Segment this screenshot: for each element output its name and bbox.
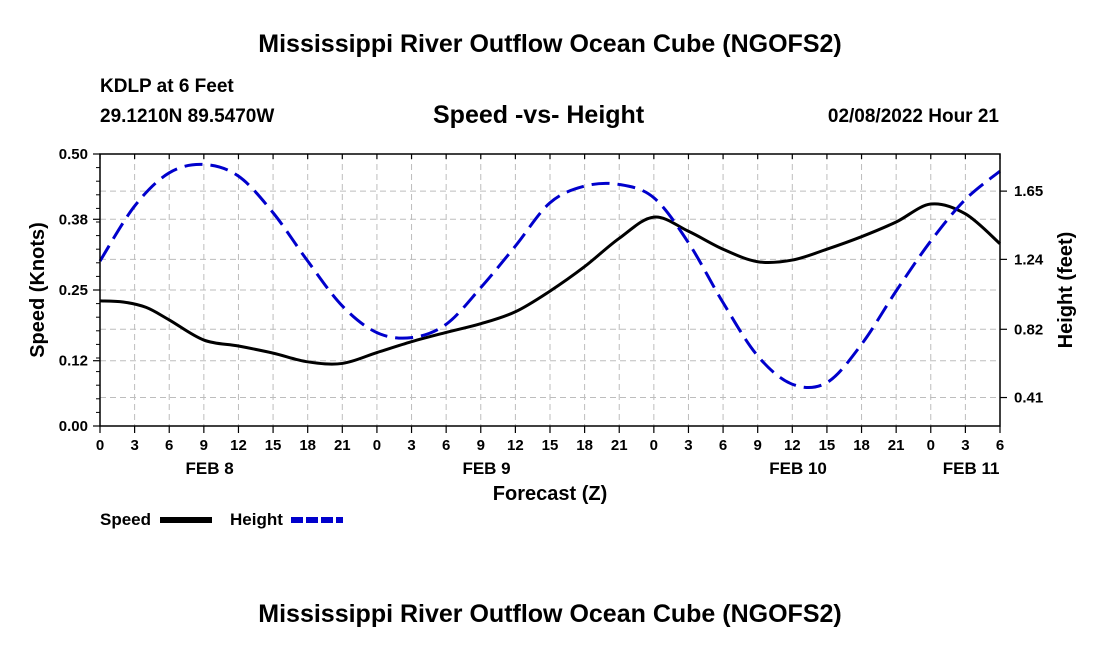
- datetime-label: 02/08/2022 Hour 21: [827, 106, 999, 127]
- y-left-tick-label: 0.50: [59, 146, 88, 163]
- chart-subtitle: Speed -vs- Height: [433, 101, 645, 129]
- x-tick-label: 18: [576, 437, 593, 454]
- y-left-tick-label: 0.25: [59, 282, 88, 299]
- x-tick-label: 0: [650, 437, 658, 454]
- coordinates-label: 29.1210N 89.5470W: [100, 106, 275, 127]
- page-footer-title: Mississippi River Outflow Ocean Cube (NG…: [258, 600, 842, 628]
- x-tick-label: 15: [265, 437, 282, 454]
- x-tick-label: 21: [888, 437, 905, 454]
- legend: Speed Height: [100, 510, 343, 529]
- x-tick-label: 15: [542, 437, 559, 454]
- x-tick-label: 12: [230, 437, 247, 454]
- page-title: Mississippi River Outflow Ocean Cube (NG…: [258, 30, 842, 58]
- station-label: KDLP at 6 Feet: [100, 76, 234, 97]
- series-height-line: [98, 162, 1001, 390]
- x-tick-label: 21: [334, 437, 351, 454]
- axis-ticks: [93, 153, 1007, 433]
- legend-label: Height: [230, 510, 283, 529]
- x-tick-label: 9: [754, 437, 762, 454]
- x-tick-label: 12: [784, 437, 801, 454]
- x-tick-label: 0: [96, 437, 104, 454]
- axis-labels: 0 3 6 9 12 15 18 21 0 3 6 9 12 15 18 21 0 3 6 9 12 15 18 21 0 3 6 0…: [27, 146, 1077, 505]
- x-tick-label: 3: [130, 437, 138, 454]
- y-right-tick-label: 1.24: [1014, 251, 1044, 268]
- x-tick-label: 9: [200, 437, 208, 454]
- y-right-tick-label: 0.41: [1014, 390, 1043, 407]
- x-tick-label: 18: [299, 437, 316, 454]
- x-tick-label: 15: [819, 437, 836, 454]
- x-tick-label: 6: [442, 437, 450, 454]
- x-tick-label: 21: [611, 437, 628, 454]
- date-label: FEB 11: [943, 459, 1000, 478]
- x-tick-label: 3: [407, 437, 415, 454]
- x-tick-label: 3: [961, 437, 969, 454]
- x-tick-label: 12: [507, 437, 524, 454]
- y-right-tick-label: 1.65: [1014, 183, 1043, 200]
- x-tick-label: 0: [373, 437, 381, 454]
- y-left-tick-label: 0.00: [59, 418, 88, 435]
- series-speed-line: [99, 202, 1001, 366]
- y-left-axis-title: Speed (Knots): [27, 222, 49, 358]
- date-label: FEB 9: [462, 459, 510, 478]
- x-axis-title: Forecast (Z): [493, 483, 607, 505]
- x-tick-label: 6: [719, 437, 727, 454]
- x-tick-label: 6: [165, 437, 173, 454]
- y-left-tick-label: 0.12: [59, 353, 88, 370]
- y-left-tick-label: 0.38: [59, 211, 88, 228]
- date-label: FEB 10: [769, 459, 827, 478]
- date-label: FEB 8: [186, 459, 234, 478]
- y-right-axis-title: Height (feet): [1055, 232, 1077, 349]
- x-tick-label: 18: [853, 437, 870, 454]
- y-right-tick-label: 0.82: [1014, 321, 1043, 338]
- legend-label: Speed: [100, 510, 151, 529]
- x-tick-label: 0: [927, 437, 935, 454]
- series-layer: [98, 162, 1001, 390]
- x-tick-label: 9: [477, 437, 485, 454]
- x-tick-label: 6: [996, 437, 1004, 454]
- x-tick-label: 3: [684, 437, 692, 454]
